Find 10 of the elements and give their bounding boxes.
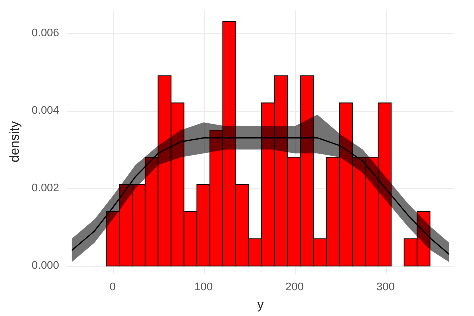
x-tick-label: 0 — [110, 282, 116, 294]
x-tick-label: 300 — [376, 282, 395, 294]
y-axis-title: density — [7, 120, 22, 163]
y-tick-label: 0.006 — [32, 27, 60, 40]
y-tick-label: 0.000 — [32, 260, 60, 272]
x-axis-title: y — [257, 297, 264, 312]
y-tick-label: 0.004 — [32, 104, 60, 117]
y-tick-label: 0.002 — [32, 182, 60, 195]
x-tick-label: 200 — [286, 282, 304, 294]
x-tick-label: 100 — [194, 282, 214, 294]
